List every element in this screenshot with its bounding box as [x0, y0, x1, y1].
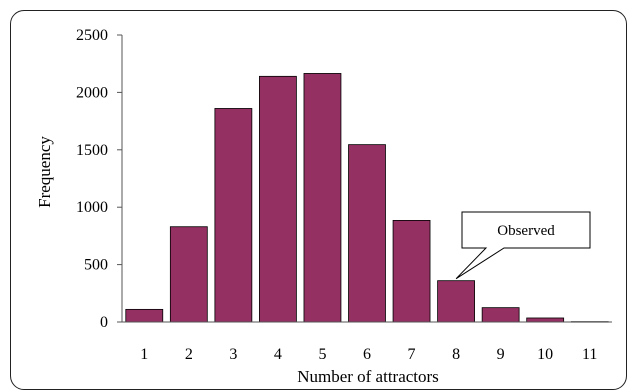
- bar-5: [303, 73, 342, 323]
- callout-label: Observed: [497, 223, 555, 239]
- x-axis-ticks: 1 2 3 4 5 6 7 8 9 10 11: [140, 346, 597, 363]
- x-tick-label-8: 8: [452, 346, 460, 363]
- bars: [125, 73, 609, 323]
- y-tick-label-2: 1000: [76, 199, 108, 216]
- x-tick-label-6: 6: [363, 346, 371, 363]
- y-axis-ticks: 0 500 1000 1500 2000 2500: [76, 27, 122, 331]
- bar-6: [348, 144, 386, 323]
- x-tick-label-7: 7: [408, 346, 416, 363]
- x-axis-title: Number of attractors: [297, 367, 439, 384]
- x-tick-label-2: 2: [185, 346, 193, 363]
- observed-callout: Observed: [455, 211, 591, 280]
- callout-box: [455, 211, 591, 280]
- bar-4: [259, 75, 297, 323]
- y-axis-title: Frequency: [35, 136, 54, 208]
- y-tick-label-3: 1500: [76, 142, 108, 159]
- bar-1: [125, 308, 164, 323]
- bar-10: [526, 317, 565, 323]
- bar-9: [481, 307, 520, 323]
- bar-3: [214, 108, 253, 323]
- x-tick-label-5: 5: [318, 346, 326, 363]
- y-tick-label-0: 0: [100, 314, 108, 331]
- x-tick-label-4: 4: [274, 346, 282, 363]
- bar-8: [437, 280, 475, 323]
- y-tick-label-5: 2500: [76, 27, 108, 44]
- x-tick-label-11: 11: [582, 346, 597, 363]
- x-tick-label-9: 9: [497, 346, 505, 363]
- x-tick-label-3: 3: [229, 346, 237, 363]
- y-tick-label-1: 500: [84, 257, 108, 274]
- bar-2: [169, 226, 208, 323]
- x-tick-label-1: 1: [140, 346, 148, 363]
- x-tick-label-10: 10: [537, 346, 553, 363]
- bar-7: [392, 220, 431, 323]
- y-tick-label-4: 2000: [76, 84, 108, 101]
